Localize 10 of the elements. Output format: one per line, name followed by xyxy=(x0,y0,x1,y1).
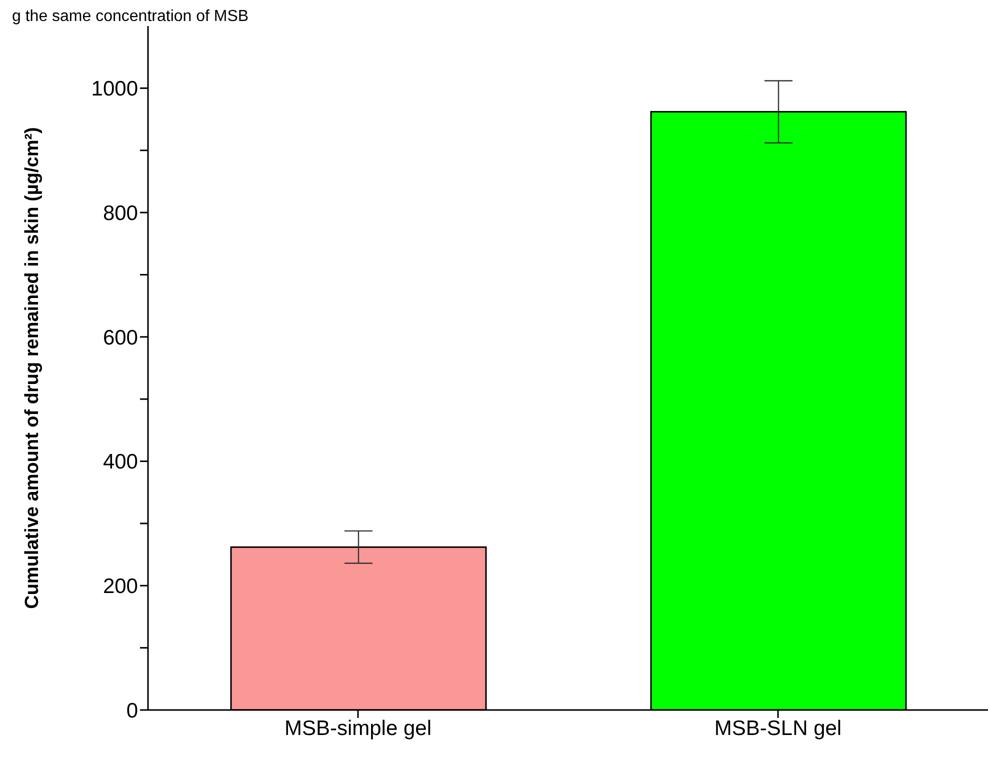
y-tick-label: 200 xyxy=(102,575,138,598)
y-axis-title: Cumulative amount of drug remained in skin (µg/cm²) xyxy=(22,127,43,609)
y-tick-label: 800 xyxy=(102,202,138,225)
x-tick-label: MSB-simple gel xyxy=(284,716,432,740)
x-tick-label: MSB-SLN gel xyxy=(714,716,842,740)
y-tick-label: 400 xyxy=(102,450,138,474)
y-tick-label: 600 xyxy=(102,326,138,350)
y-tick-label: 0 xyxy=(126,699,138,722)
text: g the same concentration of MSB xyxy=(11,8,250,26)
y-tick-label: 1000 xyxy=(91,78,138,101)
